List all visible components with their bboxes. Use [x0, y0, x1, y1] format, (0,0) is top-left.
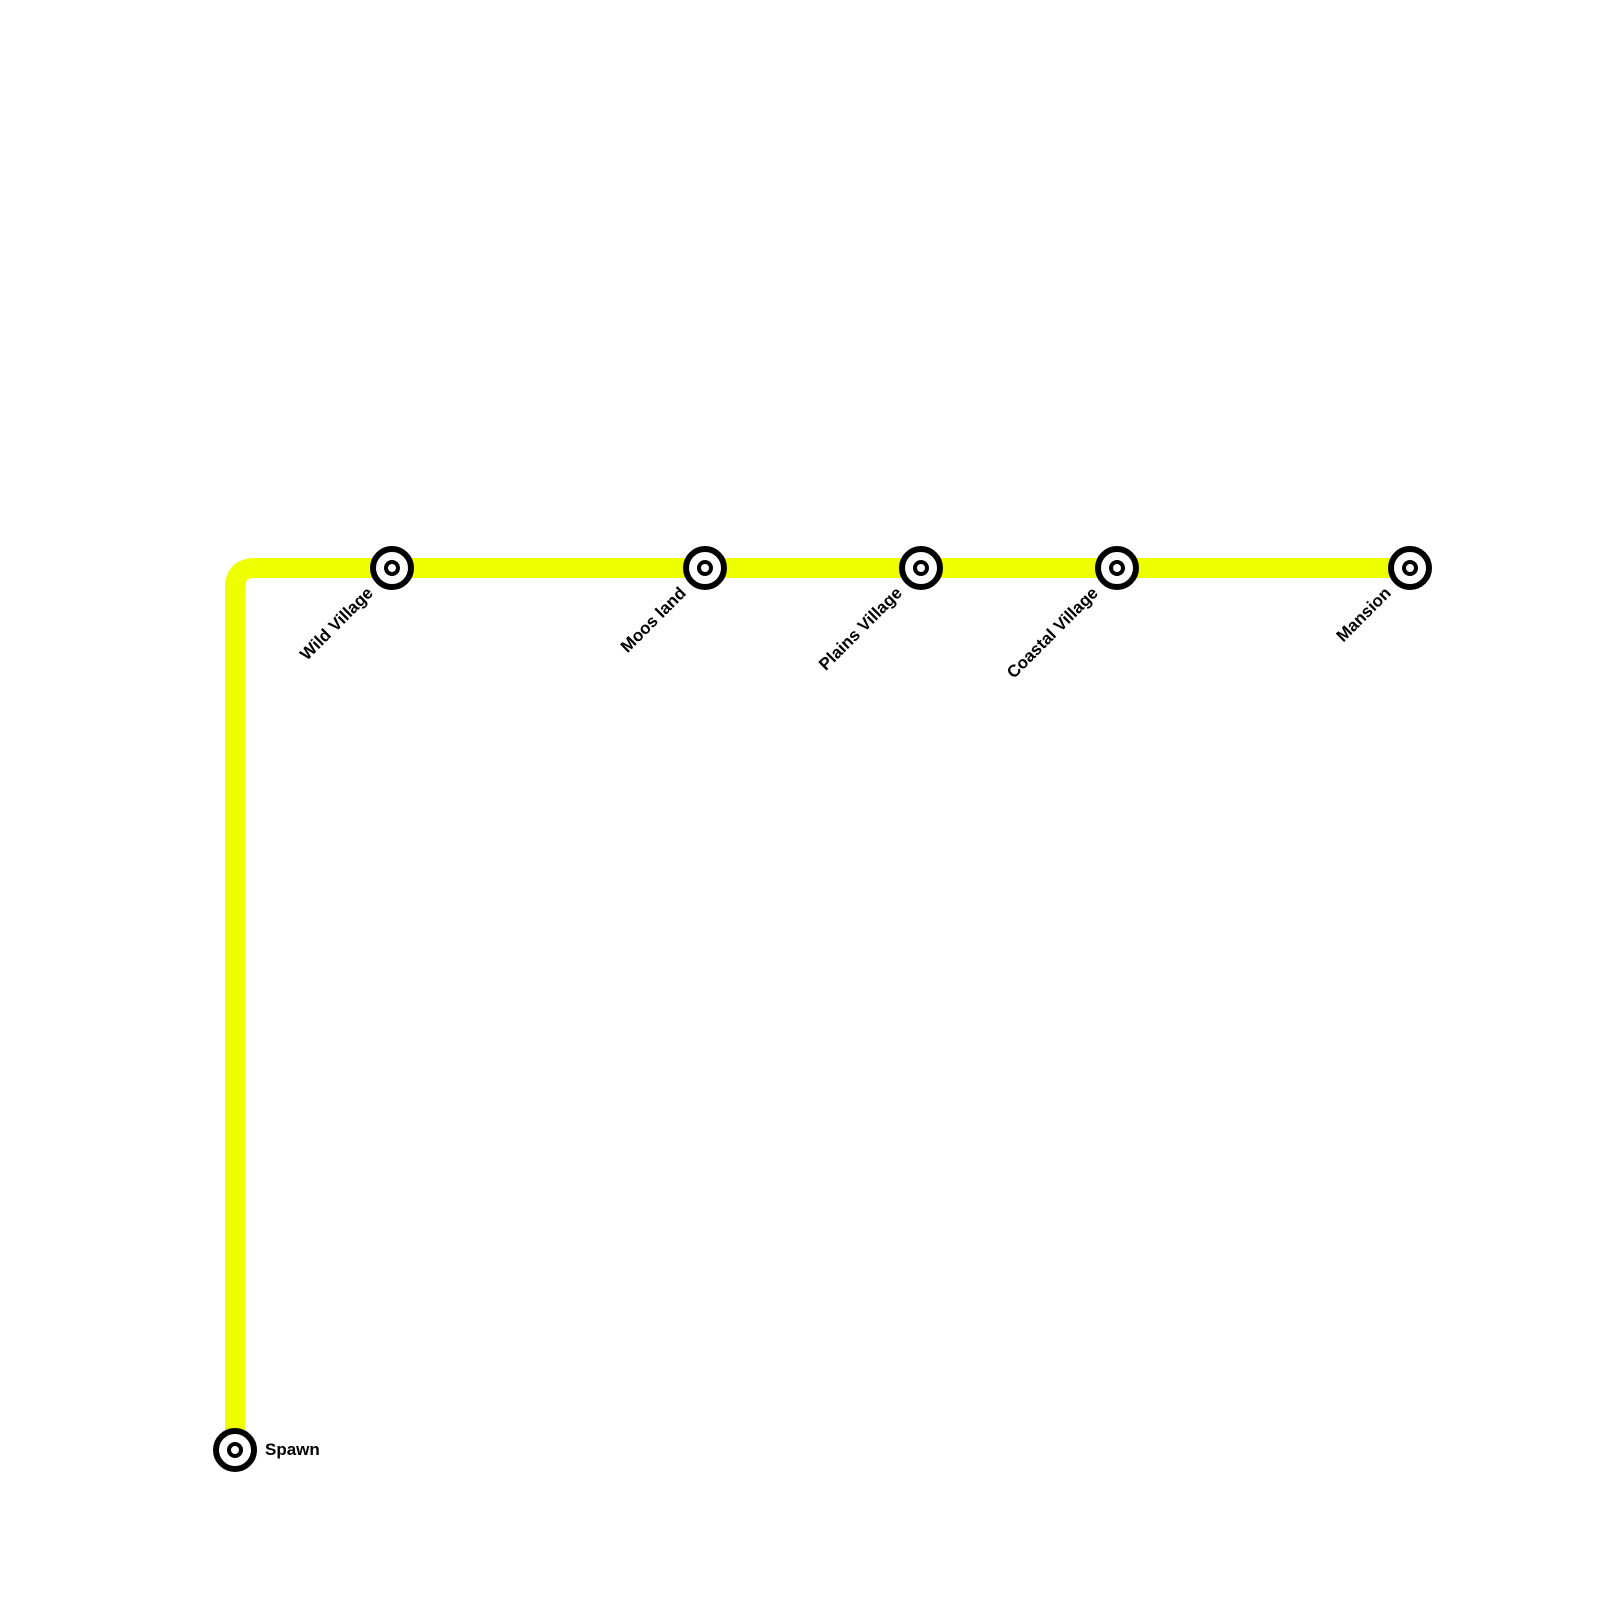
station-inner-ring [697, 560, 713, 576]
station-spawn[interactable]: Spawn [213, 1428, 320, 1472]
station-inner-ring [1402, 560, 1418, 576]
station-inner-ring [913, 560, 929, 576]
station-inner-ring [384, 560, 400, 576]
station-label: Wild Village [296, 583, 377, 664]
station-inner-ring [1109, 560, 1125, 576]
station-inner-ring [227, 1442, 243, 1458]
station-label: Mansion [1333, 583, 1395, 645]
station-label: Spawn [265, 1440, 320, 1459]
station-label: Coastal Village [1003, 583, 1102, 682]
station-label: Plains Village [815, 583, 906, 674]
yellow-line-route [225, 558, 1410, 1450]
station-label: Moos land [617, 583, 690, 656]
